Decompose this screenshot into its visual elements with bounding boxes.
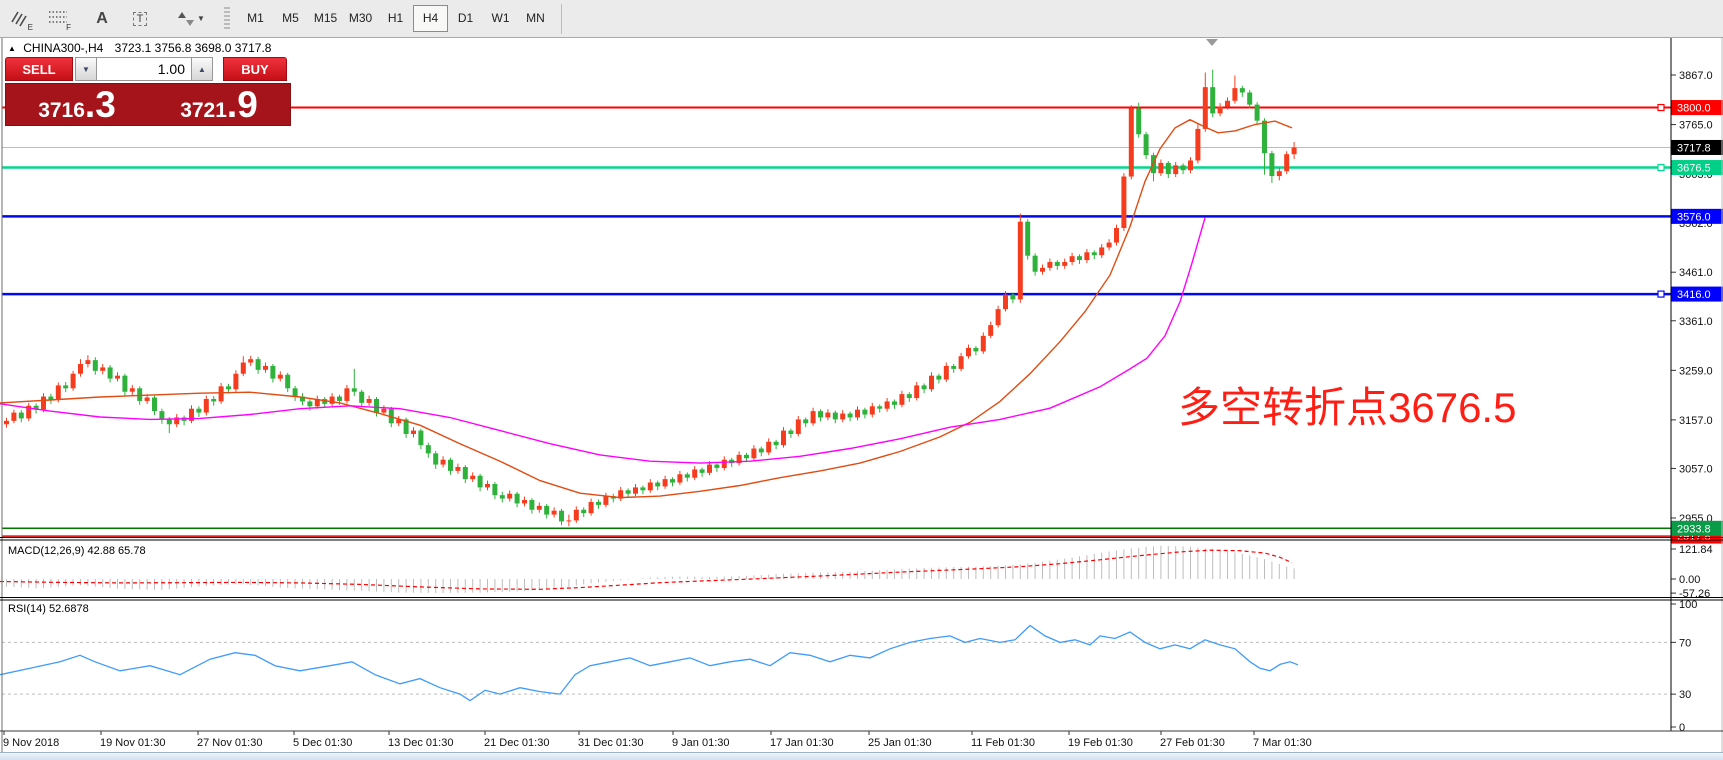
macd-signal-line xyxy=(0,549,1293,590)
svg-text:13 Dec 01:30: 13 Dec 01:30 xyxy=(388,737,453,749)
svg-text:25 Jan 01:30: 25 Jan 01:30 xyxy=(868,737,932,749)
tf-button-w1[interactable]: W1 xyxy=(491,11,510,25)
volume-decrease-button[interactable]: ▼ xyxy=(75,57,97,81)
macd-indicator-label: MACD(12,26,9) 42.88 65.78 xyxy=(8,545,146,557)
candlesticks xyxy=(4,69,1297,527)
bid-price[interactable]: 3716.3 xyxy=(38,84,116,125)
chart-header: ▲ CHINA300-,H4 3723.1 3756.8 3698.0 3717… xyxy=(8,41,271,55)
svg-text:3416.0: 3416.0 xyxy=(1677,289,1711,301)
elliott-sub-label: E xyxy=(27,22,33,32)
tf-button-m15[interactable]: M15 xyxy=(313,11,338,25)
svg-text:9 Jan 01:30: 9 Jan 01:30 xyxy=(672,737,730,749)
volume-increase-button[interactable]: ▲ xyxy=(191,57,213,81)
svg-text:3676.5: 3676.5 xyxy=(1677,163,1711,175)
svg-text:70: 70 xyxy=(1679,637,1691,649)
svg-text:121.84: 121.84 xyxy=(1679,544,1713,556)
svg-text:100: 100 xyxy=(1679,599,1697,611)
macd-panel xyxy=(0,545,1295,594)
bid-ask-display: 3716.3 3721.9 xyxy=(5,83,291,126)
price-level-lines xyxy=(2,103,1671,537)
annotation-text: 多空转折点3676.5 xyxy=(1178,384,1517,431)
svg-text:3800.0: 3800.0 xyxy=(1677,103,1711,115)
svg-text:2933.8: 2933.8 xyxy=(1677,523,1711,535)
svg-text:31 Dec 01:30: 31 Dec 01:30 xyxy=(578,737,643,749)
buy-button[interactable]: BUY xyxy=(223,57,287,81)
tf-button-m30[interactable]: M30 xyxy=(348,11,373,25)
ask-price[interactable]: 3721.9 xyxy=(180,84,258,125)
svg-text:3361.0: 3361.0 xyxy=(1679,316,1713,328)
tf-button-m1[interactable]: M1 xyxy=(247,11,264,25)
svg-text:0.00: 0.00 xyxy=(1679,574,1700,586)
svg-text:0: 0 xyxy=(1679,722,1685,734)
svg-text:3867.0: 3867.0 xyxy=(1679,70,1713,82)
toolbar-grip[interactable] xyxy=(224,6,230,31)
svg-text:3461.0: 3461.0 xyxy=(1679,267,1713,279)
svg-text:27 Feb 01:30: 27 Feb 01:30 xyxy=(1160,737,1225,749)
svg-text:9 Nov 2018: 9 Nov 2018 xyxy=(3,737,59,749)
ohlc-values: 3723.1 3756.8 3698.0 3717.8 xyxy=(114,41,272,55)
toolbar: E F A T ▼ M1 M5 M15 M30 H1 H4 D1 W1 MN xyxy=(0,0,1723,38)
svg-text:5 Dec 01:30: 5 Dec 01:30 xyxy=(293,737,352,749)
svg-text:30: 30 xyxy=(1679,689,1691,701)
svg-text:3259.0: 3259.0 xyxy=(1679,365,1713,377)
panel-borders xyxy=(0,38,1723,752)
ma-slow-line xyxy=(0,217,1206,464)
svg-text:17 Jan 01:30: 17 Jan 01:30 xyxy=(770,737,834,749)
svg-text:3057.0: 3057.0 xyxy=(1679,463,1713,475)
svg-text:3157.0: 3157.0 xyxy=(1679,415,1713,427)
rsi-line xyxy=(0,624,1299,702)
svg-text:11 Feb 01:30: 11 Feb 01:30 xyxy=(971,737,1035,749)
one-click-trade-panel: SELL ▼ ▲ BUY 3716.3 3721.9 xyxy=(5,57,291,126)
tf-button-h4[interactable]: H4 xyxy=(413,5,448,32)
text-box-icon[interactable]: T xyxy=(126,6,154,32)
svg-text:7 Mar 01:30: 7 Mar 01:30 xyxy=(1253,737,1312,749)
svg-text:21 Dec 01:30: 21 Dec 01:30 xyxy=(484,737,549,749)
arrows-icon[interactable]: ▼ xyxy=(172,6,210,32)
svg-text:27 Nov 01:30: 27 Nov 01:30 xyxy=(197,737,262,749)
rsi-panel xyxy=(0,624,1671,702)
svg-text:3717.8: 3717.8 xyxy=(1677,142,1711,154)
window-bottom-edge xyxy=(0,752,1723,760)
elliott-wave-icon[interactable]: E xyxy=(6,6,34,32)
time-axis: 9 Nov 2018 19 Nov 01:30 27 Nov 01:30 5 Dec … xyxy=(3,731,1312,749)
symbol-title: CHINA300-,H4 xyxy=(23,41,104,55)
text-label-icon[interactable]: A xyxy=(96,9,108,27)
fibonacci-sub-label: F xyxy=(66,22,71,32)
ma-fast-line xyxy=(0,118,1293,499)
arrows-dropdown-caret[interactable]: ▼ xyxy=(197,14,205,23)
volume-input[interactable] xyxy=(97,57,191,81)
tf-button-m5[interactable]: M5 xyxy=(282,11,299,25)
svg-text:3576.0: 3576.0 xyxy=(1677,211,1711,223)
tf-button-mn[interactable]: MN xyxy=(526,11,545,25)
sell-button[interactable]: SELL xyxy=(5,57,73,81)
fibonacci-icon[interactable]: F xyxy=(44,6,72,32)
tf-button-h1[interactable]: H1 xyxy=(387,11,404,25)
rsi-indicator-label: RSI(14) 52.6878 xyxy=(8,603,89,615)
toolbar-separator xyxy=(561,3,562,34)
collapse-arrow-icon[interactable]: ▲ xyxy=(8,44,16,53)
svg-text:3765.0: 3765.0 xyxy=(1679,120,1713,132)
tf-button-d1[interactable]: D1 xyxy=(457,11,474,25)
svg-text:19 Feb 01:30: 19 Feb 01:30 xyxy=(1068,737,1133,749)
svg-text:19 Nov 01:30: 19 Nov 01:30 xyxy=(100,737,165,749)
scroll-to-end-marker[interactable] xyxy=(1206,39,1218,46)
